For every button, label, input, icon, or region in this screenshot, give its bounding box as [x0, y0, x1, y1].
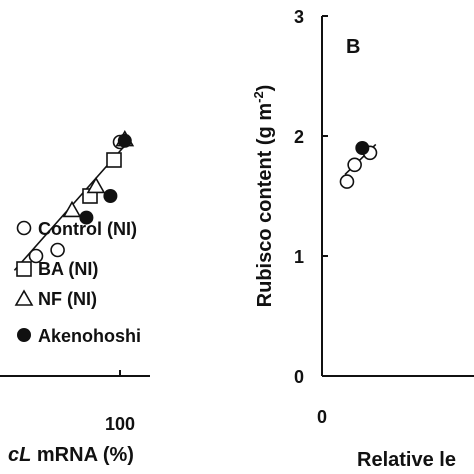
panel-b-y-tick-label-3: 3 — [294, 7, 304, 27]
panel-b-y-axis-title-main: Rubisco content (g m — [254, 103, 276, 307]
panel-b-point-open-circle-0-0 — [339, 174, 355, 189]
panel-a-point-open-circle-0-1 — [50, 242, 65, 258]
panel-b-y-tick-label-1: 1 — [294, 247, 304, 267]
legend-label-ba: BA (NI) — [38, 259, 98, 279]
legend-marker-open-triangle — [14, 289, 34, 306]
panel-b-x-axis-title: Relative le — [357, 449, 456, 471]
panel-a-point-open-triangle-2-0 — [62, 200, 82, 218]
legend-item-nf: NF (NI) — [14, 289, 97, 309]
panel-b-point-filled-circle-1-0 — [355, 141, 370, 155]
panel-b-y-tick-label-0: 0 — [294, 367, 304, 387]
legend-label-control: Control (NI) — [38, 219, 137, 239]
legend-marker-filled-circle — [17, 328, 31, 342]
panel-a-x-axis-title-italic: cL — [8, 444, 31, 466]
legend-marker-open-square — [16, 261, 32, 277]
legend-item-control: Control (NI) — [16, 219, 137, 239]
panel-a: 100 cL mRNA (%) Control (NI) BA (NI) NF … — [0, 129, 150, 466]
panel-a-point-open-circle-0-0 — [28, 248, 44, 264]
panel-b-y-axis-title-close: ) — [254, 85, 276, 92]
panel-b-data-points — [339, 141, 378, 189]
legend-item-ba: BA (NI) — [16, 259, 98, 279]
panel-a-x-axis-title: cL mRNA (%) — [8, 444, 134, 466]
panel-a-x-tick-label: 100 — [105, 414, 135, 434]
panel-b-y-axis-title-superscript: -2 — [251, 91, 266, 103]
legend-marker-open-circle — [16, 220, 32, 236]
panel-a-point-filled-circle-3-0 — [79, 210, 94, 225]
legend-label-akenohoshi: Akenohoshi — [38, 326, 141, 346]
panel-b: 3 2 1 0 0 Relative le Rubisco content (g… — [251, 7, 474, 471]
legend-item-akenohoshi: Akenohoshi — [17, 326, 141, 346]
panel-b-x-tick-label-0: 0 — [317, 407, 327, 427]
panel-a-point-filled-circle-3-1 — [103, 189, 118, 203]
panel-a-legend: Control (NI) BA (NI) NF (NI) Akenohoshi — [14, 219, 141, 346]
panel-a-data-points — [28, 129, 135, 264]
panel-a-point-open-triangle-2-1 — [86, 176, 106, 194]
panel-b-y-tick-label-2: 2 — [294, 127, 304, 147]
panel-a-point-filled-circle-3-2 — [117, 133, 132, 148]
legend-label-nf: NF (NI) — [38, 289, 97, 309]
panel-b-y-axis-title: Rubisco content (g m-2) — [251, 85, 276, 308]
panel-b-label: B — [346, 36, 360, 58]
panel-a-point-open-square-1-1 — [106, 152, 122, 168]
panel-b-point-open-circle-0-1 — [347, 157, 362, 173]
panel-a-x-axis-title-rest: mRNA (%) — [31, 444, 134, 466]
